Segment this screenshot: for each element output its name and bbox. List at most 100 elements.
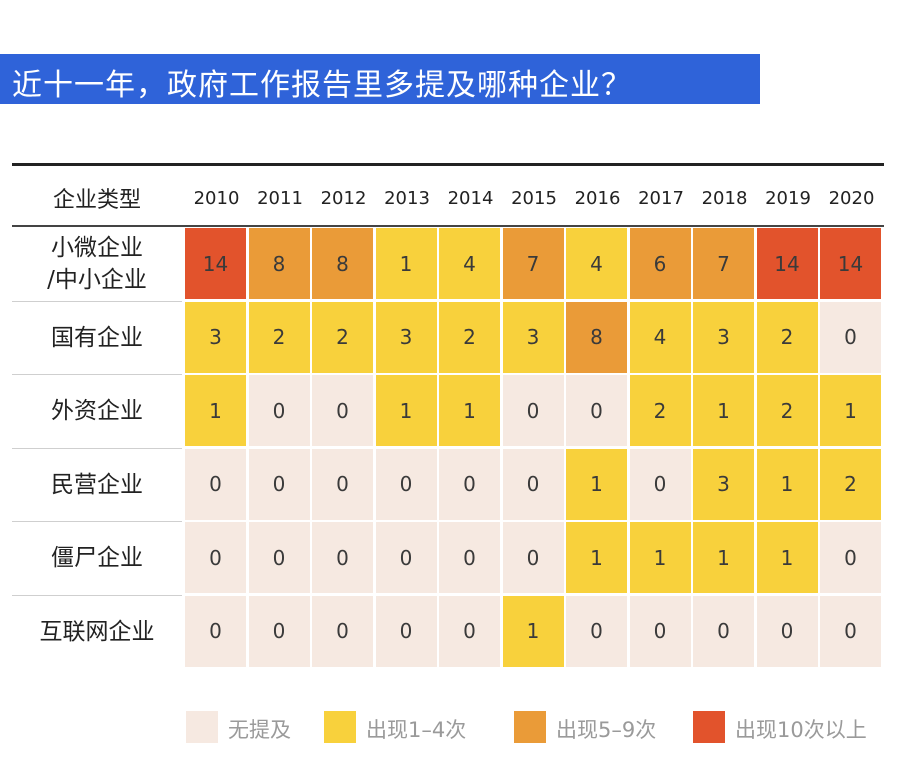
title-banner: 近十一年，政府工作报告里多提及哪种企业？ <box>0 54 760 104</box>
heatmap-cell: 14 <box>185 228 246 299</box>
heatmap-cell: 0 <box>312 522 373 593</box>
heatmap-cell: 1 <box>502 595 564 667</box>
heatmap-cell: 0 <box>820 301 881 373</box>
heatmap-cell: 2 <box>248 301 310 373</box>
top-rule <box>12 163 884 166</box>
year-label: 2018 <box>701 188 748 209</box>
row-separator <box>12 594 182 596</box>
heatmap-cell: 0 <box>375 595 437 667</box>
heatmap-cell: 0 <box>566 595 627 667</box>
heatmap-cell: 0 <box>629 448 691 520</box>
heatmap-cell: 0 <box>248 522 310 593</box>
heatmap-cell: 1 <box>185 375 246 446</box>
heatmap-cell: 3 <box>185 301 246 373</box>
row-label: 小微企业/中小企业 <box>47 235 147 293</box>
heatmap-cell: 1 <box>693 375 754 446</box>
heatmap-cell: 0 <box>312 375 373 446</box>
heatmap-cell: 2 <box>629 375 691 446</box>
year-label: 2014 <box>447 188 494 209</box>
heatmap-cell: 2 <box>756 375 818 446</box>
year-label: 2017 <box>638 188 684 209</box>
heatmap-cell: 0 <box>502 448 564 520</box>
heatmap-cell: 1 <box>375 228 437 299</box>
heatmap-cell: 0 <box>248 595 310 667</box>
heatmap-cell: 4 <box>566 228 627 299</box>
legend-label: 出现5–9次 <box>556 718 657 742</box>
heatmap-cell: 0 <box>185 522 246 593</box>
heatmap-cell: 3 <box>693 301 754 373</box>
heatmap-cell: 3 <box>375 301 437 373</box>
heatmap-cell: 0 <box>756 595 818 667</box>
heatmap-cell: 1 <box>693 522 754 593</box>
heatmap-cell: 0 <box>629 595 691 667</box>
legend-swatch <box>693 711 725 743</box>
heatmap-cell: 1 <box>820 375 881 446</box>
heatmap-cell: 7 <box>502 228 564 299</box>
heatmap-cell: 2 <box>312 301 373 373</box>
heatmap-cell: 0 <box>439 448 500 520</box>
legend-label: 出现1–4次 <box>366 718 467 742</box>
heatmap-cell: 0 <box>375 522 437 593</box>
heatmap-cell: 8 <box>312 228 373 299</box>
heatmap-cell: 0 <box>693 595 754 667</box>
heatmap-cell: 0 <box>185 448 246 520</box>
heatmap-cell: 0 <box>248 448 310 520</box>
heatmap-cell: 0 <box>502 522 564 593</box>
header-rule <box>12 225 884 227</box>
row-label: 外资企业 <box>51 398 143 424</box>
heatmap-cell: 0 <box>820 595 881 667</box>
heatmap-cell: 0 <box>439 595 500 667</box>
row-label: 僵尸企业 <box>51 545 143 571</box>
row-separator <box>12 521 182 522</box>
heatmap-cell: 7 <box>693 228 754 299</box>
heatmap-cell: 0 <box>502 375 564 446</box>
year-label: 2010 <box>193 188 240 209</box>
heatmap-cell: 0 <box>312 595 373 667</box>
row-label: 互联网企业 <box>39 618 155 645</box>
year-label: 2012 <box>320 188 367 209</box>
heatmap-cell: 0 <box>566 375 627 446</box>
row-separator <box>12 374 182 375</box>
year-label: 2020 <box>828 188 875 209</box>
row-header-label: 企业类型 <box>52 188 141 213</box>
year-label: 2011 <box>257 188 303 209</box>
row-label: 民营企业 <box>51 471 143 498</box>
heatmap-cell: 8 <box>248 228 310 299</box>
heatmap-cell: 1 <box>566 522 627 593</box>
legend-swatch <box>514 711 546 743</box>
heatmap-cell: 1 <box>756 522 818 593</box>
legend-swatch <box>324 711 356 743</box>
heatmap-cell: 1 <box>439 375 500 446</box>
year-label: 2015 <box>511 188 557 209</box>
heatmap-cell: 1 <box>756 448 818 520</box>
heatmap-cell: 0 <box>185 595 246 667</box>
heatmap-cell: 4 <box>439 228 500 299</box>
heatmap-cell: 0 <box>248 375 310 446</box>
heatmap-cell: 8 <box>566 301 627 373</box>
heatmap-cell: 6 <box>629 228 691 299</box>
heatmap-cell: 1 <box>566 448 627 520</box>
legend-swatch <box>186 711 218 743</box>
heatmap-cell: 1 <box>629 522 691 593</box>
heatmap-cell: 2 <box>820 448 881 520</box>
chart-title: 近十一年，政府工作报告里多提及哪种企业？ <box>12 68 632 103</box>
heatmap-cell: 2 <box>439 301 500 373</box>
row-separator <box>12 300 182 302</box>
legend-label: 出现10次以上 <box>735 718 867 742</box>
heatmap-cell: 0 <box>375 448 437 520</box>
heatmap-cell: 0 <box>820 522 881 593</box>
year-label: 2016 <box>574 188 621 209</box>
year-label: 2019 <box>765 188 811 209</box>
year-label: 2013 <box>384 188 430 209</box>
heatmap-cell: 3 <box>502 301 564 373</box>
heatmap-cell: 3 <box>693 448 754 520</box>
heatmap-cell: 0 <box>312 448 373 520</box>
heatmap-cell: 4 <box>629 301 691 373</box>
heatmap-cell: 1 <box>375 375 437 446</box>
row-label: 国有企业 <box>51 324 143 351</box>
heatmap-cell: 14 <box>820 228 881 299</box>
heatmap-cell: 0 <box>439 522 500 593</box>
heatmap-cell: 2 <box>756 301 818 373</box>
legend-label: 无提及 <box>228 718 291 742</box>
heatmap-cell: 14 <box>756 228 818 299</box>
